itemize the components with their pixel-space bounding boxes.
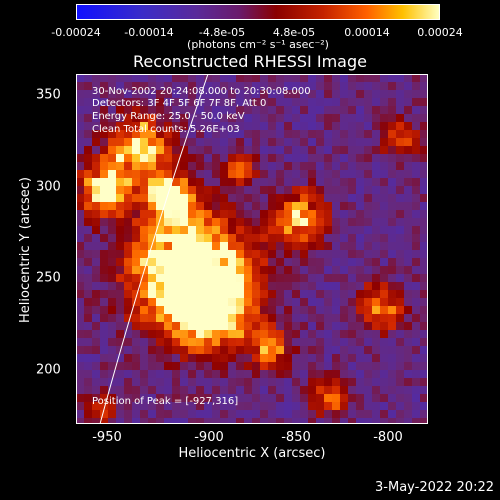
- x-tick-label: -800: [373, 430, 403, 445]
- y-axis-label: Heliocentric Y (arcsec): [18, 177, 34, 323]
- solar-limb-line: [99, 74, 209, 424]
- y-tick-label: 300: [36, 179, 61, 195]
- colorbar-tick-label: -0.00014: [124, 26, 174, 39]
- peak-position-annotation: Position of Peak = [-927,316]: [92, 396, 239, 407]
- colorbar-tick-label: 0.00024: [417, 26, 463, 39]
- colorbar-units: (photons cm⁻² s⁻¹ asec⁻²): [187, 38, 329, 51]
- x-tick-label: -950: [92, 430, 122, 445]
- rhessi-image: [76, 74, 428, 424]
- clean-annotation: Clean Total counts: 5.26E+03: [92, 124, 240, 135]
- colorbar-tick-label: 0.00014: [344, 26, 390, 39]
- colorbar-tick-label: 4.8e-05: [272, 26, 316, 39]
- y-tick-label: 350: [36, 87, 61, 103]
- x-axis-label: Heliocentric X (arcsec): [178, 446, 326, 461]
- y-tick-label: 250: [36, 270, 61, 286]
- image-title: Reconstructed RHESSI Image: [133, 52, 367, 71]
- y-tick-label: 200: [36, 362, 61, 378]
- x-tick-label: -900: [194, 430, 224, 445]
- colorbar-tick-label: -4.8e-05: [198, 26, 246, 39]
- colorbar-tick-label: -0.00024: [51, 26, 101, 39]
- timestamp: 3-May-2022 20:22: [375, 480, 494, 495]
- energy-range-annotation: Energy Range: 25.0 - 50.0 keV: [92, 111, 245, 122]
- detectors-annotation: Detectors: 3F 4F 5F 6F 7F 8F, Att 0: [92, 98, 267, 109]
- time-range-annotation: 30-Nov-2002 20:24:08.000 to 20:30:08.000: [92, 86, 311, 97]
- x-tick-label: -850: [281, 430, 311, 445]
- heatmap: [76, 74, 428, 424]
- colorbar: [76, 4, 440, 20]
